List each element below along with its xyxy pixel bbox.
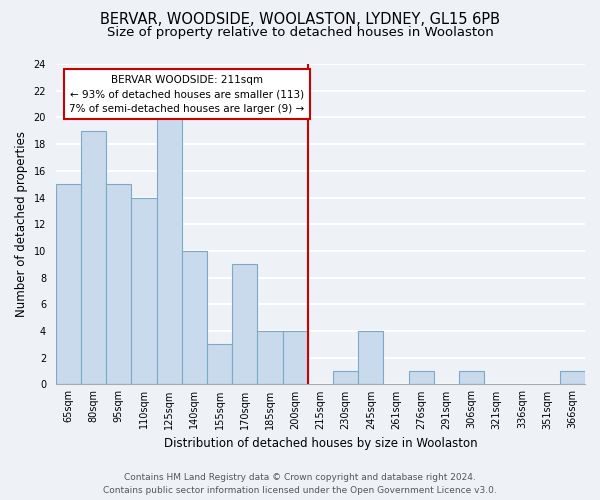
Bar: [459, 371, 484, 384]
Bar: [409, 371, 434, 384]
Bar: [207, 344, 232, 385]
Text: Size of property relative to detached houses in Woolaston: Size of property relative to detached ho…: [107, 26, 493, 39]
Bar: [333, 371, 358, 384]
Y-axis label: Number of detached properties: Number of detached properties: [15, 131, 28, 317]
Bar: [257, 331, 283, 384]
Bar: [106, 184, 131, 384]
Text: BERVAR WOODSIDE: 211sqm
← 93% of detached houses are smaller (113)
7% of semi-de: BERVAR WOODSIDE: 211sqm ← 93% of detache…: [69, 74, 304, 114]
Bar: [131, 198, 157, 384]
Bar: [56, 184, 81, 384]
Bar: [358, 331, 383, 384]
Text: Contains HM Land Registry data © Crown copyright and database right 2024.
Contai: Contains HM Land Registry data © Crown c…: [103, 474, 497, 495]
Bar: [560, 371, 585, 384]
Bar: [81, 131, 106, 384]
X-axis label: Distribution of detached houses by size in Woolaston: Distribution of detached houses by size …: [164, 437, 477, 450]
Bar: [157, 118, 182, 384]
Bar: [283, 331, 308, 384]
Bar: [232, 264, 257, 384]
Text: BERVAR, WOODSIDE, WOOLASTON, LYDNEY, GL15 6PB: BERVAR, WOODSIDE, WOOLASTON, LYDNEY, GL1…: [100, 12, 500, 28]
Bar: [182, 251, 207, 384]
